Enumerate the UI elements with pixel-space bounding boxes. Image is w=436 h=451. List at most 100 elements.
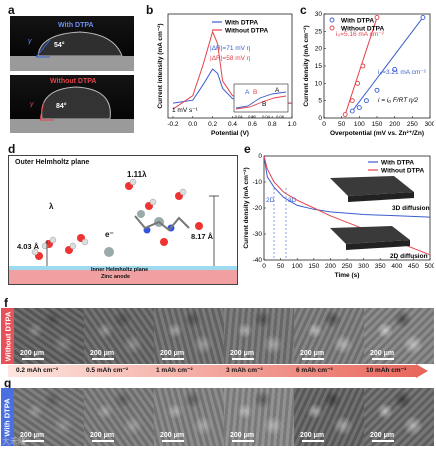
scale-bar-label: 200 μm: [160, 350, 185, 357]
data-point: [355, 80, 361, 86]
panel-e-letter: e: [244, 142, 251, 156]
sem-image: 200 μm: [294, 308, 364, 364]
scale-bar-label: 200 μm: [230, 350, 255, 357]
data-point: [374, 15, 380, 20]
scale-bar-label: 200 μm: [20, 432, 45, 439]
x-tick-label: 500: [425, 263, 434, 270]
x-tick-label: 150: [372, 121, 383, 128]
scale-bar: [22, 440, 44, 442]
sem-image: 200 μm: [224, 388, 294, 446]
data-point: [349, 98, 355, 104]
annotation: 1 mV s⁻¹: [172, 107, 199, 114]
scale-bar: [232, 358, 254, 360]
x-tick-label: 250: [407, 121, 418, 128]
contact-angle-photo-without-dtpa: Without DTPA 84° γ: [10, 75, 134, 133]
panel-b-letter: b: [146, 3, 154, 17]
sem-image: 200 μm: [14, 388, 84, 446]
y-tick-label: 5: [318, 98, 322, 105]
inset-label: B: [253, 89, 257, 96]
annotation: 2D diffusion: [390, 253, 428, 260]
inset-line: [235, 91, 287, 109]
capacity-arrow: [8, 364, 428, 378]
data-point: [420, 15, 426, 20]
contact-angle-value: 54°: [54, 42, 65, 49]
panel-a-letter: a: [8, 3, 15, 17]
legend-label: Without DTPA: [381, 168, 424, 175]
x-axis-label: Overpotential (mV vs. Zn²⁺/Zn): [330, 130, 424, 137]
y-axis-label: Current density (mA cm⁻²): [303, 25, 310, 106]
annotation: 3D: [288, 197, 297, 204]
tafel-chart: 0 50 100 150 200 250 300 0 5 10 15 20 25 30 Overpotent…: [303, 11, 434, 137]
x-tick-label: 50: [338, 121, 346, 128]
diffusion-2d-surface: [330, 226, 410, 244]
capacity-label: 1 mAh cm⁻²: [156, 367, 193, 374]
inset-label: B: [262, 101, 266, 108]
data-point: [342, 112, 348, 117]
inset-tick-label: 0.04: [262, 114, 271, 119]
capacity-label: 6 mAh cm⁻²: [296, 367, 333, 374]
data-point: [349, 108, 355, 114]
chronoamperometry-chart: 0 50 100 150 200 250 300 350 400 450 500 0 -10 -20 -30…: [243, 153, 434, 279]
data-point: [392, 67, 398, 72]
edl-schematic: Outer Helmholtz plane 4.03 Å 8.17 Å λ 1.…: [8, 155, 238, 285]
diffusion-2d-surface-edge: [346, 240, 410, 250]
panel-d-letter: d: [8, 142, 16, 156]
inset-label: A: [275, 87, 280, 94]
y-tick-label: 15: [315, 63, 323, 70]
x-tick-label: 200: [325, 263, 336, 270]
capacity-label: 0.2 mAh cm⁻²: [16, 367, 59, 374]
x-tick-label: 300: [358, 263, 369, 270]
legend-marker: [329, 17, 335, 23]
gamma-symbol: γ: [30, 101, 34, 108]
x-tick-label: 0: [262, 263, 266, 270]
lambda2-label: 1.11λ: [127, 170, 147, 179]
scale-bar: [232, 440, 254, 442]
y-axis-label: Current intensity (mA cm⁻²): [157, 23, 164, 108]
sem-image: 200 μm: [154, 308, 224, 364]
panel-g-letter: g: [4, 376, 12, 390]
y-tick-label: 20: [315, 46, 323, 53]
x-tick-label: 200: [389, 121, 400, 128]
y-tick-label: 10: [315, 80, 323, 87]
scale-bar: [22, 358, 44, 360]
lambda-label: λ: [49, 202, 54, 211]
annotation: 3D diffusion: [392, 205, 430, 212]
y-tick-label: 0: [258, 153, 262, 160]
contact-angle-value: 84°: [56, 103, 67, 110]
annotation: 2D: [266, 197, 275, 204]
scale-bar-label: 200 μm: [20, 350, 45, 357]
diffusion-3d-surface-edge: [348, 192, 414, 202]
sem-image: 200 μm: [154, 388, 224, 446]
gamma-symbol: γ: [28, 38, 32, 45]
x-tick-label: 400: [391, 263, 402, 270]
scale-bar: [302, 440, 324, 442]
scale-bar: [162, 440, 184, 442]
y-tick-label: 0: [318, 115, 322, 122]
inset-tick-label: -0.04: [233, 114, 243, 119]
sem-image: 200 μm: [84, 388, 154, 446]
scale-bar-label: 200 μm: [370, 350, 395, 357]
diffusion-3d-surface: [330, 176, 414, 196]
y-tick-label: 25: [315, 28, 323, 35]
fit-line: [351, 17, 424, 112]
y-tick-label: 30: [315, 11, 323, 18]
sem-image: 200 μm: [294, 388, 364, 446]
inset-label: A: [245, 89, 250, 96]
data-point: [374, 87, 380, 93]
inset-tick-label: 0.08: [276, 114, 285, 119]
sem-image: 200 μm: [224, 308, 294, 364]
x-tick-label: 0.4: [228, 121, 237, 128]
scale-bar-label: 200 μm: [90, 350, 115, 357]
zinc-anode-label: Zinc anode: [101, 274, 131, 280]
inset-line: [235, 95, 287, 110]
legend-label: Without DTPA: [225, 28, 268, 35]
capacity-label: 10 mAh cm⁻²: [366, 367, 407, 374]
x-tick-label: 0: [322, 121, 326, 128]
y-axis-label: Current density (mA cm⁻²): [243, 167, 250, 248]
x-tick-label: 450: [408, 263, 419, 270]
sem-image: 200 μm: [84, 308, 154, 364]
scale-bar-label: 200 μm: [230, 432, 255, 439]
legend-label: With DTPA: [341, 18, 374, 25]
data-point: [360, 63, 366, 69]
annotation: i₀=3.21 mA cm⁻²: [378, 69, 427, 76]
